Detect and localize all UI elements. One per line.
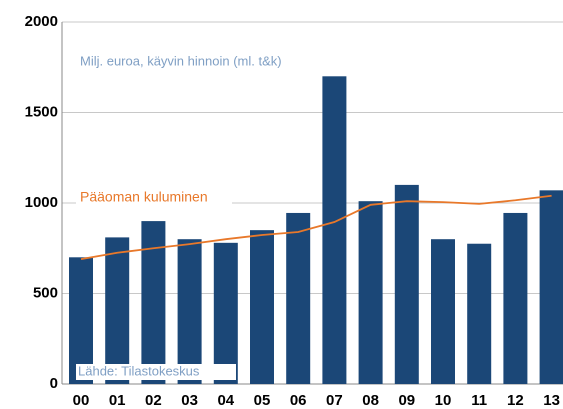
y-tick-label: 0 xyxy=(50,375,58,392)
bar xyxy=(69,257,93,384)
x-tick-label: 07 xyxy=(326,392,343,409)
x-tick-label: 08 xyxy=(362,392,379,409)
bar xyxy=(394,184,419,384)
x-tick-label: 10 xyxy=(435,392,452,409)
bar xyxy=(503,212,528,384)
x-tick-label: 04 xyxy=(217,392,234,409)
y-tick-label: 1000 xyxy=(25,194,58,211)
x-tick-label: 02 xyxy=(145,392,162,409)
bar xyxy=(286,212,311,384)
x-tick-label: 03 xyxy=(181,392,198,409)
x-tick-label: 11 xyxy=(471,392,487,409)
y-tick-label: 1500 xyxy=(25,103,58,120)
label-bg xyxy=(76,189,232,207)
line xyxy=(80,194,552,260)
bar xyxy=(250,230,274,384)
x-tick-label: 09 xyxy=(398,392,415,409)
x-tick-label: 06 xyxy=(290,392,307,409)
y-tick-label: 500 xyxy=(33,284,58,301)
bar xyxy=(539,190,563,384)
bar xyxy=(431,239,455,384)
x-tick-label: 05 xyxy=(254,392,271,409)
x-tick-label: 13 xyxy=(543,392,560,409)
x-tick-label: 00 xyxy=(73,392,90,409)
bar xyxy=(467,243,492,384)
bar xyxy=(177,239,202,384)
bar xyxy=(105,237,130,384)
bar xyxy=(322,76,347,385)
x-tick-label: 12 xyxy=(507,392,524,409)
y-tick-label: 2000 xyxy=(25,13,58,30)
source-note: Lähde: Tilastokeskus xyxy=(78,363,200,378)
bar xyxy=(141,221,166,384)
x-tick-label: 01 xyxy=(109,392,126,409)
bar xyxy=(213,242,238,384)
source-bg xyxy=(76,364,236,380)
unit-note: Milj. euroa, käyvin hinnoin (ml. t&k) xyxy=(80,53,282,68)
line-label: Pääoman kuluminen xyxy=(80,189,208,205)
bar xyxy=(358,201,383,384)
